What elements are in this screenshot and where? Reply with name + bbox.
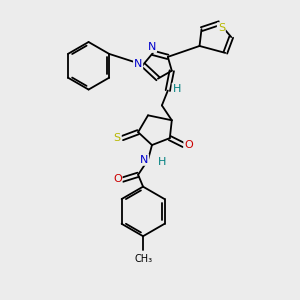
Text: H: H [172,84,181,94]
Text: H: H [158,157,166,167]
Text: N: N [134,59,142,69]
Text: O: O [184,140,193,150]
Text: N: N [140,155,148,165]
Text: N: N [148,42,156,52]
Text: S: S [218,23,225,33]
Text: O: O [113,174,122,184]
Text: CH₃: CH₃ [134,254,152,264]
Text: S: S [114,133,121,143]
